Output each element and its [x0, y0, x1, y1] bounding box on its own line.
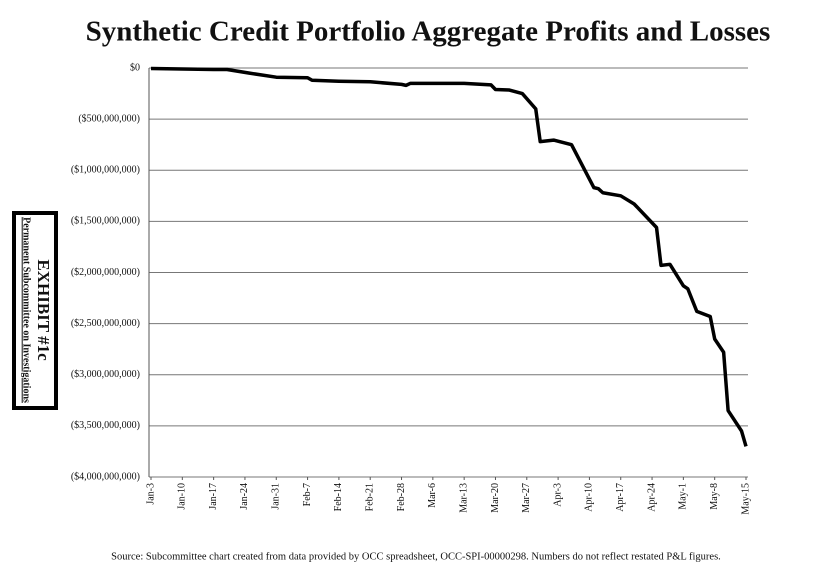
x-tick-label: May-8: [709, 483, 720, 510]
x-tick-label: Feb-7: [302, 483, 313, 506]
pnl-line: [150, 66, 748, 447]
exhibit-box: [12, 211, 58, 410]
x-tick-label: Feb-21: [365, 483, 376, 511]
x-tick-label: Apr-17: [615, 483, 626, 512]
y-tick-label: ($500,000,000): [78, 113, 140, 124]
y-tick-label: ($2,500,000,000): [71, 318, 140, 329]
x-tick-label: Jan-17: [208, 483, 219, 510]
x-tick-label: Jan-24: [239, 483, 250, 510]
x-tick-label: Mar-27: [521, 483, 532, 513]
x-tick-label: Mar-20: [490, 483, 501, 513]
y-tick-label: ($3,500,000,000): [71, 420, 140, 431]
y-tick-label: ($4,000,000,000): [71, 471, 140, 482]
x-tick-label: Jan-10: [177, 483, 188, 510]
x-tick-label: Jan-3: [145, 483, 156, 505]
x-tick-label: May-1: [678, 483, 689, 510]
x-tick-label: Apr-10: [584, 483, 595, 512]
source-note: Source: Subcommittee chart created from …: [111, 551, 721, 562]
y-tick-label: ($1,500,000,000): [71, 216, 140, 227]
y-tick-label: ($1,000,000,000): [71, 165, 140, 176]
exhibit-committee: Permanent Subcommittee on Investigations: [21, 217, 32, 403]
x-tick-label: Mar-13: [458, 483, 469, 513]
y-tick-label: ($2,000,000,000): [71, 267, 140, 278]
x-tick-label: May-15: [740, 483, 751, 515]
x-tick-label: Apr-24: [646, 483, 657, 512]
y-tick-label: ($3,000,000,000): [71, 369, 140, 380]
x-tick-label: Feb-28: [396, 483, 407, 511]
x-tick-label: Feb-14: [333, 483, 344, 511]
exhibit-label: EXHIBIT #1c: [34, 259, 53, 361]
x-tick-label: Apr-3: [552, 483, 563, 507]
x-tick-label: Mar-6: [427, 483, 438, 508]
x-tick-label: Jan-31: [271, 483, 282, 510]
y-tick-label: $0: [130, 62, 140, 73]
chart-title: Synthetic Credit Portfolio Aggregate Pro…: [86, 16, 771, 48]
